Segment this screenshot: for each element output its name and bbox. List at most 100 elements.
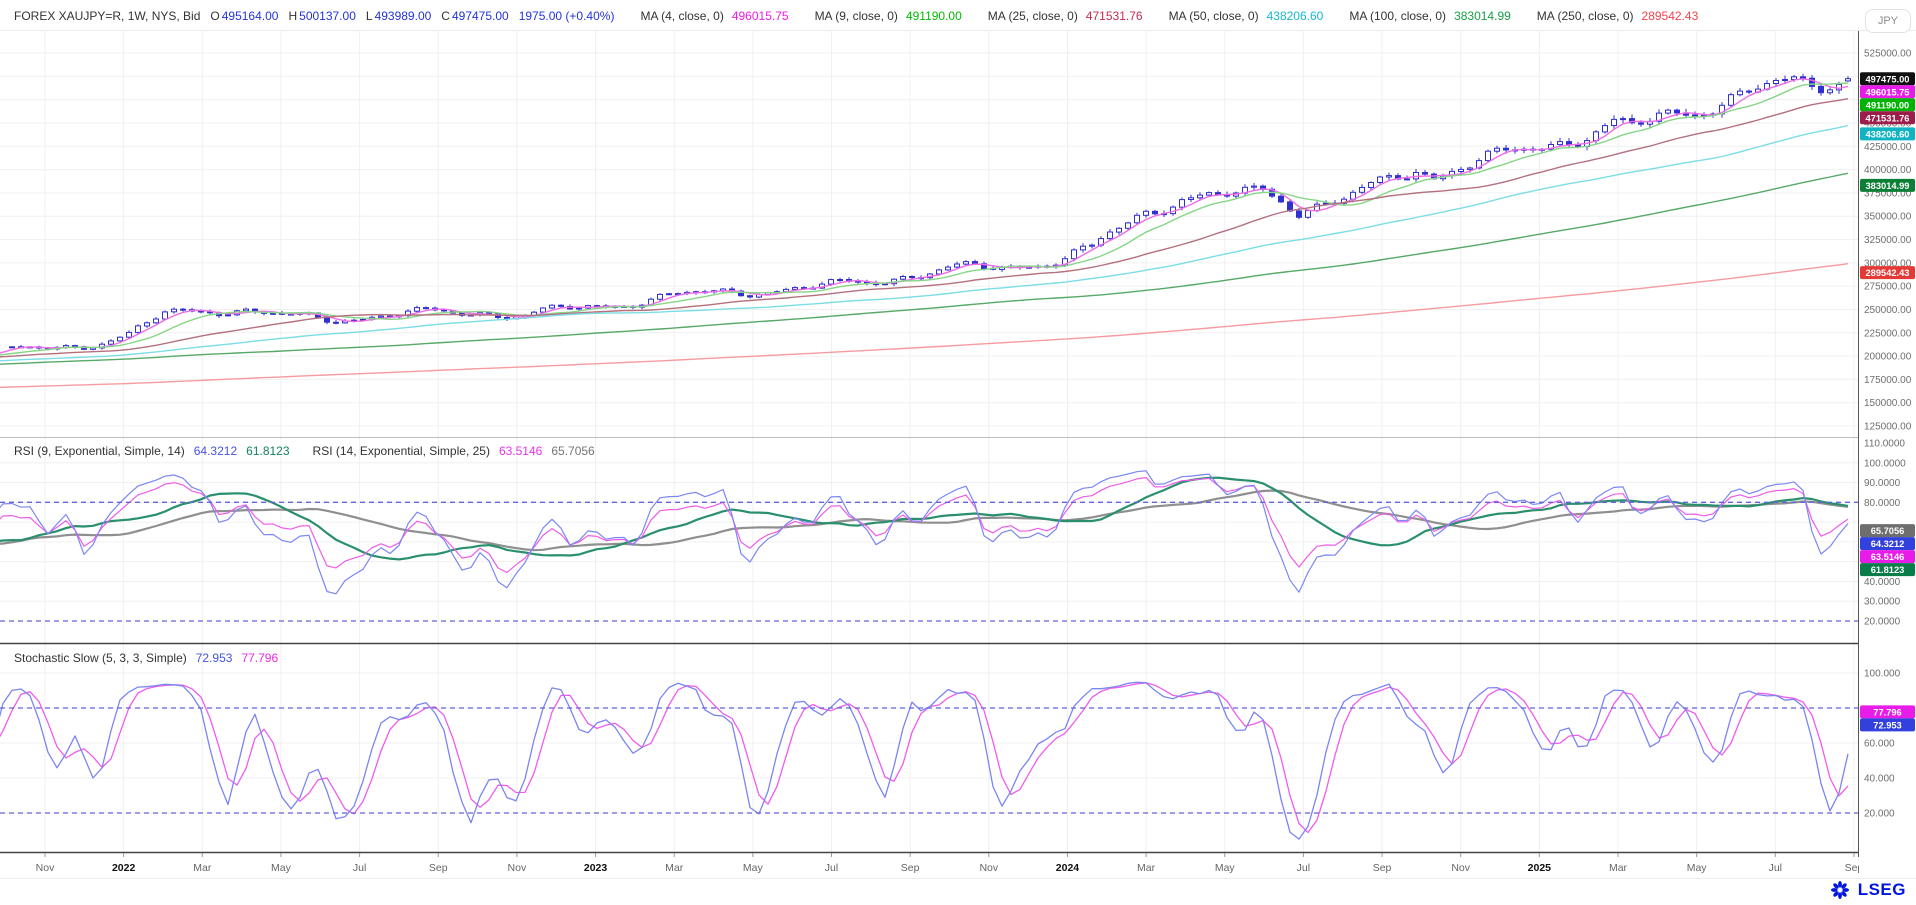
axis-tick-label: 375000.00 <box>1864 188 1912 199</box>
axis-tick-label: 250000.00 <box>1864 305 1912 316</box>
axis-tick-label: 90.0000 <box>1864 478 1901 489</box>
rsi-label-1: RSI (9, Exponential, Simple, 14) <box>14 444 185 458</box>
vendor-logo: LSEG <box>1829 879 1906 901</box>
ma-legend-item: MA (25, close, 0) 471531.76 <box>988 9 1143 23</box>
stoch-d-line <box>0 682 1849 834</box>
rsi-value-1: 64.3212 <box>193 444 238 458</box>
axis-tick-label: 100.0000 <box>1864 458 1906 469</box>
rsi-label-2: RSI (14, Exponential, Simple, 25) <box>312 444 490 458</box>
axis-value-badge: 77.796 <box>1860 705 1915 719</box>
ma-legend-label: MA (25, close, 0) <box>987 9 1078 23</box>
ma-legend-value: 289542.43 <box>1641 9 1699 23</box>
time-tick-label: May <box>743 862 764 874</box>
chart-legend-bar: FOREX XAUJPY=R, 1W, NYS, Bid O 495164.00 … <box>14 7 1698 25</box>
time-tick-label: May <box>1215 862 1236 874</box>
ma-50-line <box>0 124 1849 362</box>
time-tick-label: Nov <box>508 862 527 874</box>
time-axis-labels: Nov 2022 Mar May Jul Sep Nov 2023 Mar May Jul Sep No… <box>36 853 1864 874</box>
axis-tick-label: 125000.00 <box>1864 422 1912 433</box>
axis-tick-label: 325000.00 <box>1864 235 1912 246</box>
axis-tick-label: 40.0000 <box>1864 577 1901 588</box>
ma-legend-item: MA (9, close, 0) 491190.00 <box>815 9 962 23</box>
time-tick-label: Jul <box>1297 862 1310 874</box>
time-tick-label: 2022 <box>112 862 136 874</box>
axis-value-badge: 63.5146 <box>1860 550 1915 564</box>
axis-tick-label: 400000.00 <box>1864 165 1912 176</box>
rsi-value-1-ma: 61.8123 <box>246 444 290 458</box>
grid-layer <box>0 31 1858 852</box>
ohlc-close: C 497475.00 <box>441 9 509 23</box>
time-tick-label: Mar <box>1137 862 1156 874</box>
axis-tick-label: 150000.00 <box>1864 398 1912 409</box>
time-tick-label: Jul <box>825 862 838 874</box>
svg-text:289542.43: 289542.43 <box>1866 268 1910 278</box>
axis-value-badge: 497475.00 <box>1860 72 1915 86</box>
rsi9-line <box>0 470 1849 595</box>
ohlc-high: H 500137.00 <box>288 9 356 23</box>
change-value: 1975.00 (+0.40%) <box>518 9 615 23</box>
rsi-value-2: 63.5146 <box>498 444 543 458</box>
time-tick-label: 2023 <box>584 862 608 874</box>
svg-text:77.796: 77.796 <box>1873 708 1901 718</box>
ma-4-line <box>0 78 1849 354</box>
time-tick-label: Sep <box>1845 862 1864 874</box>
axis-value-badge: 496015.75 <box>1860 85 1915 99</box>
svg-text:65.7056: 65.7056 <box>1871 526 1905 536</box>
rsi-panel-title: RSI (9, Exponential, Simple, 14) 64.3212… <box>14 444 595 458</box>
svg-text:61.8123: 61.8123 <box>1871 565 1905 575</box>
svg-text:497475.00: 497475.00 <box>1866 74 1910 84</box>
axis-value-badge: 64.3212 <box>1860 537 1915 551</box>
ma-legend-label: MA (250, close, 0) <box>1536 9 1634 23</box>
stochastic-k-value: 72.953 <box>195 651 233 665</box>
ma-legend-label: MA (50, close, 0) <box>1168 9 1259 23</box>
axis-tick-label: 200000.00 <box>1864 352 1912 363</box>
ma-legend-value: 496015.75 <box>731 9 789 23</box>
ma-legend-item: MA (250, close, 0) 289542.43 <box>1537 9 1698 23</box>
time-tick-label: Mar <box>665 862 684 874</box>
axis-value-badge: 72.953 <box>1860 718 1915 732</box>
time-tick-label: May <box>271 862 292 874</box>
axis-tick-label: 30.0000 <box>1864 597 1901 608</box>
currency-axis-button[interactable]: JPY <box>1864 9 1911 33</box>
time-tick-label: Mar <box>193 862 212 874</box>
axis-tick-label: 20.0000 <box>1864 617 1901 628</box>
ohlc-low: L 493989.00 <box>365 9 432 23</box>
svg-text:496015.75: 496015.75 <box>1866 87 1910 97</box>
axis-tick-label: 175000.00 <box>1864 375 1912 386</box>
svg-text:63.5146: 63.5146 <box>1871 552 1905 562</box>
svg-text:491190.00: 491190.00 <box>1866 100 1909 110</box>
ma-100-line <box>0 172 1849 365</box>
time-tick-label: Mar <box>1609 862 1628 874</box>
time-tick-label: Nov <box>36 862 55 874</box>
ma-legend-value: 438206.60 <box>1266 9 1324 23</box>
axis-tick-label: 225000.00 <box>1864 328 1912 339</box>
ma-legend-value: 383014.99 <box>1454 9 1511 23</box>
time-tick-label: Sep <box>901 862 920 874</box>
axis-tick-label: 350000.00 <box>1864 212 1912 223</box>
rsi-value-2-ma: 65.7056 <box>551 444 595 458</box>
axis-tick-label: 425000.00 <box>1864 142 1912 153</box>
ohlc-open: O 495164.00 <box>210 9 279 23</box>
svg-text:72.953: 72.953 <box>1873 721 1901 731</box>
time-tick-label: Sep <box>429 862 448 874</box>
axis-value-badge: 65.7056 <box>1860 524 1915 538</box>
svg-text:64.3212: 64.3212 <box>1871 539 1905 549</box>
axis-value-badge: 289542.43 <box>1860 266 1915 280</box>
rsi14-line <box>0 477 1849 574</box>
axis-tick-label: 100.000 <box>1864 669 1901 680</box>
svg-text:438206.60: 438206.60 <box>1866 130 1910 140</box>
axis-tick-label: 20.000 <box>1864 809 1895 820</box>
symbol-title: FOREX XAUJPY=R, 1W, NYS, Bid <box>14 9 201 23</box>
ma-legend-item: MA (100, close, 0) 383014.99 <box>1349 9 1510 23</box>
svg-text:471531.76: 471531.76 <box>1866 113 1910 123</box>
time-tick-label: Jul <box>353 862 366 874</box>
axis-value-badge: 61.8123 <box>1860 563 1915 577</box>
axis-value-badge: 491190.00 <box>1860 98 1915 112</box>
lseg-logo-text: LSEG <box>1857 880 1906 899</box>
lseg-logo-icon <box>1830 881 1849 899</box>
ma-legend-label: MA (4, close, 0) <box>640 9 724 23</box>
axis-tick-label: 275000.00 <box>1864 282 1912 293</box>
axis-tick-label: 40.000 <box>1864 774 1895 785</box>
ma-250-line <box>0 263 1849 389</box>
